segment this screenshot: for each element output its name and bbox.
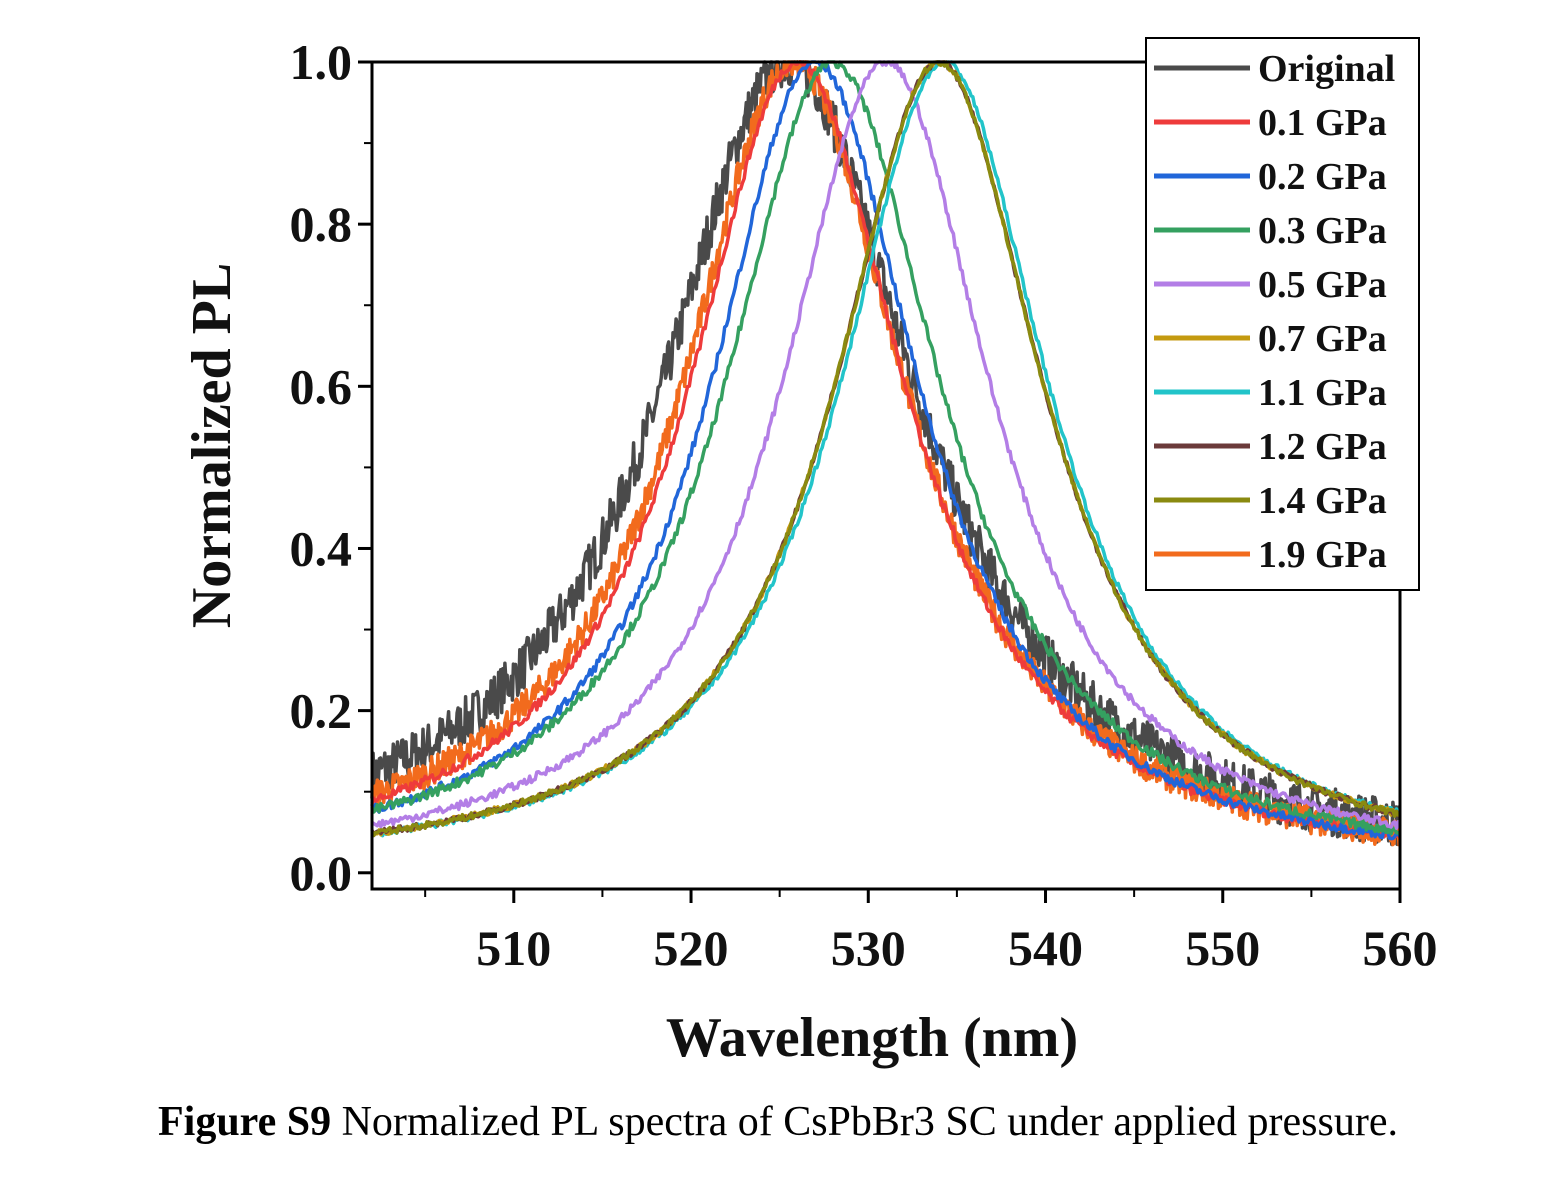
- y-tick-label: 0.2: [290, 683, 353, 739]
- legend-label: 1.2 GPa: [1258, 426, 1387, 468]
- legend-label: Original: [1258, 48, 1395, 90]
- caption-label: Figure S9: [158, 1099, 332, 1145]
- y-tick-label: 0.4: [290, 520, 353, 576]
- x-tick-label: 530: [831, 920, 906, 976]
- pl-spectra-chart: 510 520 530 540 550 560 0.0 0.2 0.4 0.6 0.8 1.0 Wav…: [181, 34, 1438, 1069]
- legend-label: 0.1 GPa: [1258, 102, 1387, 144]
- y-tick-label: 0.6: [290, 358, 353, 414]
- y-tick-label: 1.0: [290, 34, 353, 90]
- legend-label: 0.2 GPa: [1258, 156, 1387, 198]
- series-line: [370, 60, 1402, 841]
- figure-caption: Figure S9 Normalized PL spectra of CsPbB…: [0, 1098, 1556, 1146]
- x-tick-label: 510: [476, 920, 551, 976]
- x-axis-title: Wavelength (nm): [666, 1007, 1078, 1069]
- series-line: [370, 60, 1402, 836]
- legend-label: 0.5 GPa: [1258, 264, 1387, 306]
- y-tick-label: 0.0: [290, 845, 353, 901]
- y-tick-label: 0.8: [290, 196, 353, 252]
- legend-label: 0.7 GPa: [1258, 318, 1387, 360]
- axes-layer: 510 520 530 540 550 560 0.0 0.2 0.4 0.6 0.8 1.0: [290, 34, 1438, 976]
- series-layer: [370, 60, 1402, 847]
- x-tick-label: 540: [1008, 920, 1083, 976]
- x-tick-label: 550: [1185, 920, 1260, 976]
- legend-items: Original 0.1 GPa 0.2 GPa 0.3 GPa 0.5 GPa 0.7 …: [1154, 48, 1395, 576]
- legend-label: 1.4 GPa: [1258, 480, 1387, 522]
- legend: Original 0.1 GPa 0.2 GPa 0.3 GPa 0.5 GPa 0.7 …: [1145, 37, 1420, 591]
- caption-text: Normalized PL spectra of CsPbBr3 SC unde…: [331, 1099, 1398, 1145]
- x-tick-label: 520: [654, 920, 729, 976]
- legend-label: 1.1 GPa: [1258, 372, 1387, 414]
- series-line: [370, 60, 1402, 830]
- y-axis-title: Normalized PL: [181, 263, 243, 628]
- legend-label: 1.9 GPa: [1258, 534, 1387, 576]
- series-line: [370, 60, 1401, 838]
- legend-label: 0.3 GPa: [1258, 210, 1387, 252]
- x-tick-label: 560: [1363, 920, 1438, 976]
